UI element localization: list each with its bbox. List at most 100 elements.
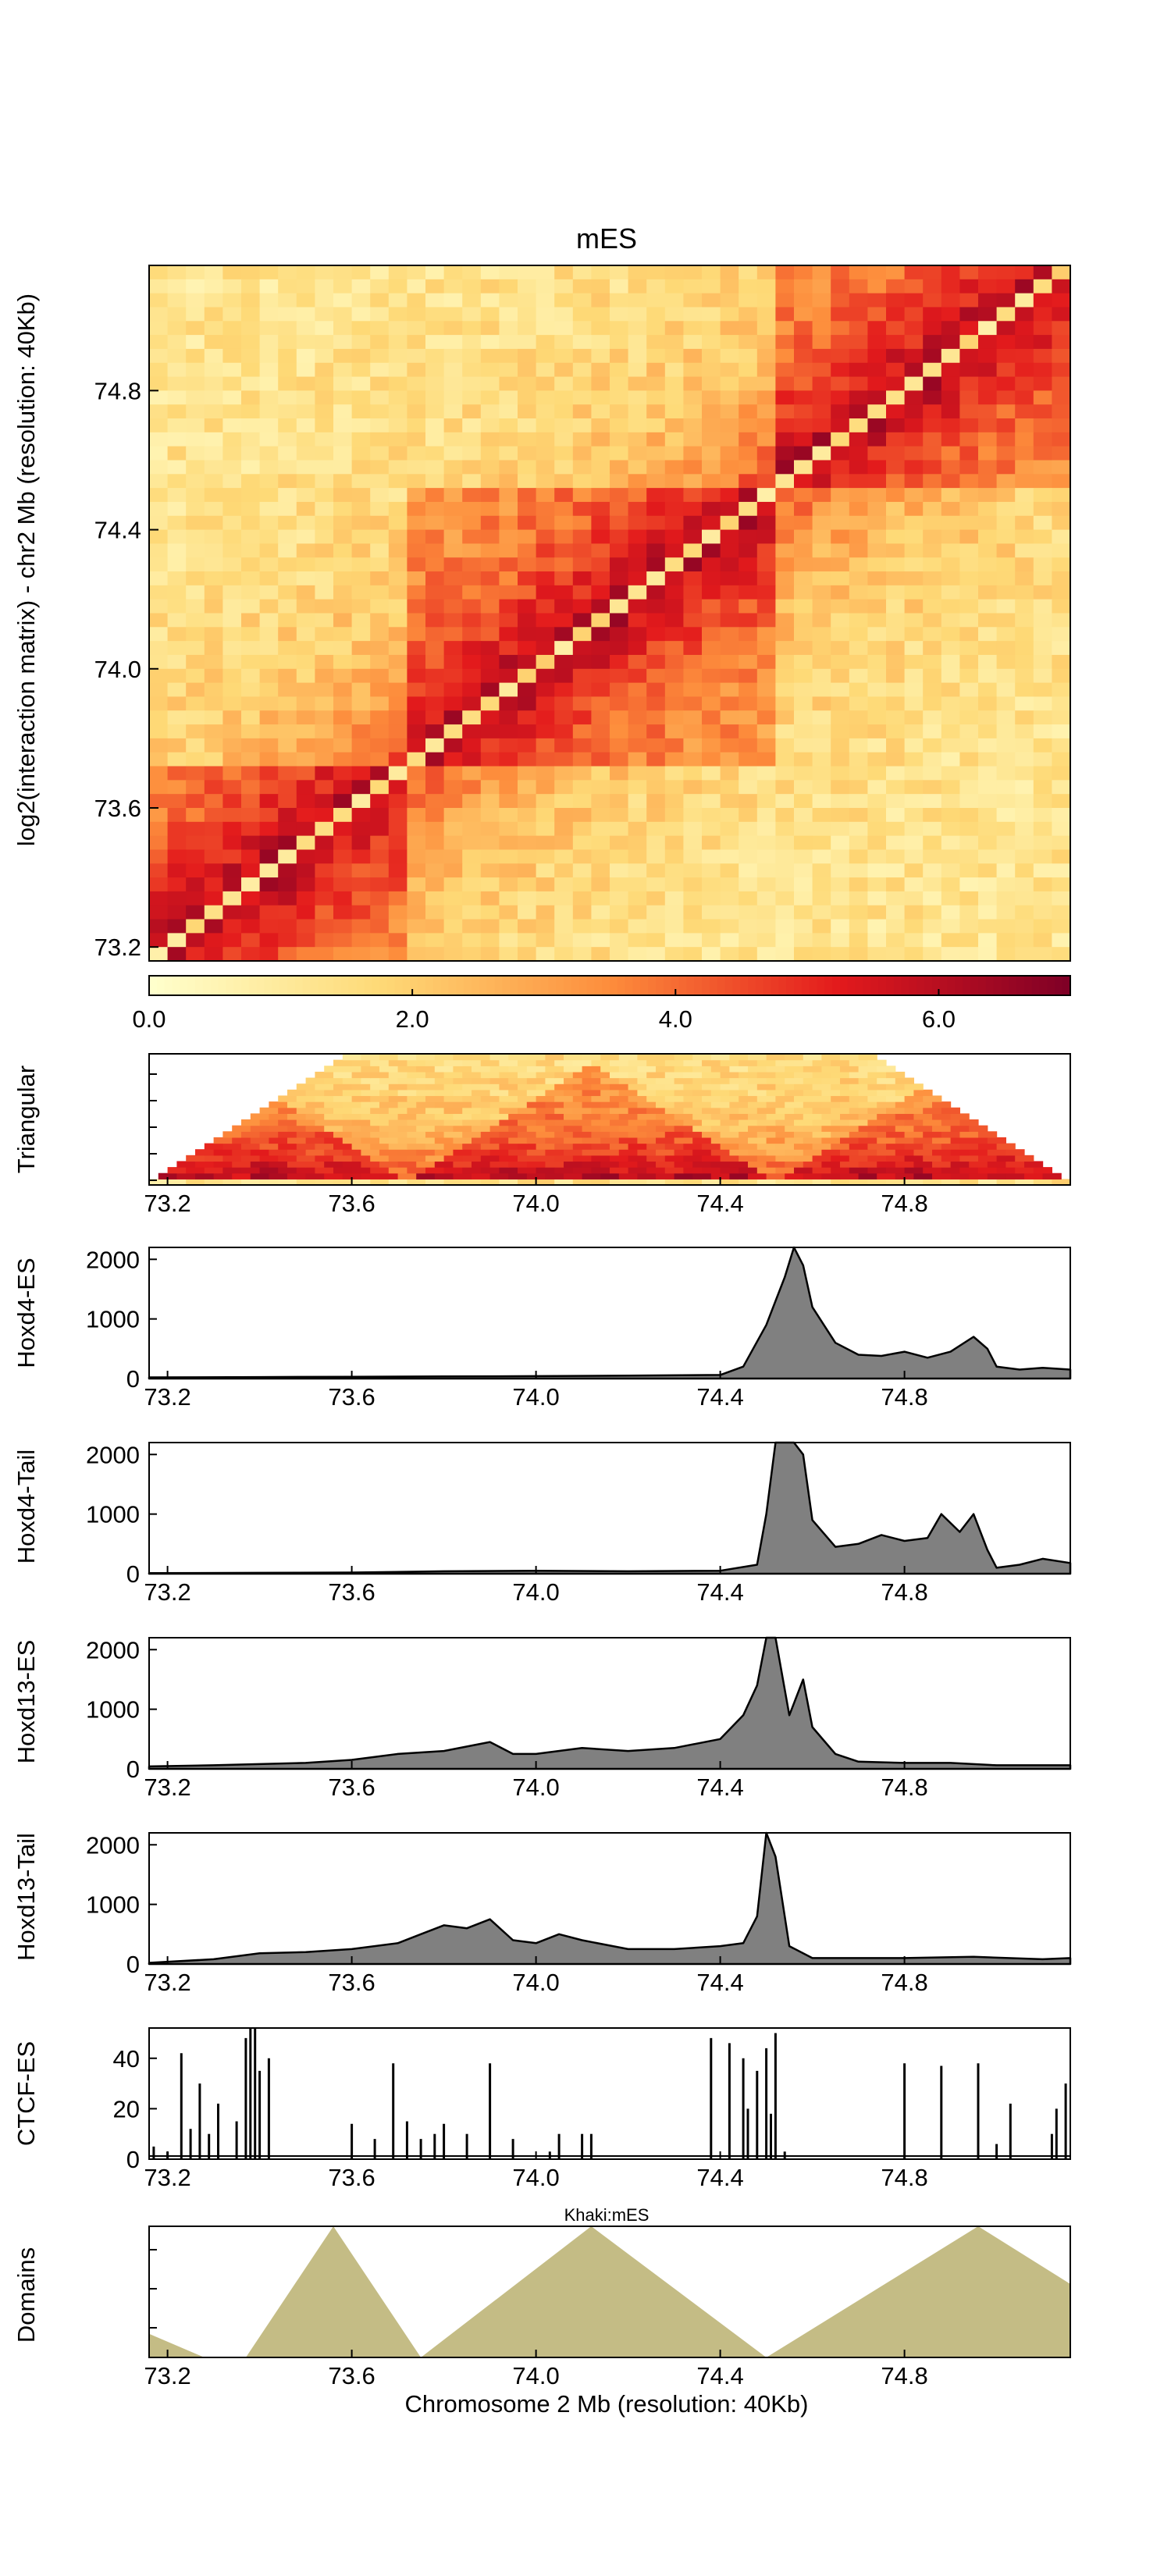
heatmap-cell [480, 362, 500, 378]
triangle-cell [739, 1131, 758, 1138]
heatmap-cell [296, 404, 315, 419]
heatmap-cell [646, 362, 666, 378]
heatmap-cell [388, 307, 408, 322]
heatmap-cell [186, 279, 205, 294]
heatmap-cell [388, 641, 408, 656]
heatmap-cell [370, 321, 390, 336]
heatmap-cell [554, 557, 574, 572]
triangle-cell [978, 1167, 998, 1174]
heatmap-cell [923, 488, 942, 503]
heatmap-cell [996, 947, 1016, 962]
triangle-cell [582, 1066, 601, 1073]
heatmap-cell [351, 446, 371, 461]
heatmap-cell [480, 432, 500, 447]
heatmap-cell [315, 460, 334, 475]
heatmap-cell [462, 724, 482, 739]
colorbar-segment [326, 976, 334, 995]
colorbar-segment [1001, 976, 1009, 995]
heatmap-cell [259, 515, 279, 531]
triangle-cell [572, 1119, 592, 1126]
triangle-cell [628, 1155, 647, 1162]
heatmap-cell [222, 613, 242, 628]
triangle-cell [895, 1172, 914, 1179]
heatmap-cell [683, 529, 703, 544]
heatmap-cell [664, 696, 684, 711]
triangle-cell [167, 1167, 187, 1174]
heatmap-cell [333, 835, 353, 851]
triangle-cell [388, 1119, 408, 1126]
heatmap-cell [664, 780, 684, 795]
heatmap-cell [886, 682, 906, 698]
heatmap-cell [315, 335, 334, 350]
heatmap-cell [518, 404, 537, 419]
heatmap-cell [1052, 488, 1071, 503]
heatmap-cell [186, 362, 205, 378]
heatmap-cell [756, 627, 776, 642]
triangle-cell [867, 1071, 887, 1079]
x-tick-label: 74.0 [512, 1969, 559, 1996]
heatmap-cell [222, 794, 242, 809]
triangle-cell [803, 1113, 822, 1120]
heatmap-cell [812, 919, 831, 934]
heatmap-cell [1052, 515, 1071, 531]
triangle-cell [867, 1119, 887, 1126]
heatmap-cell [702, 543, 721, 558]
colorbar-segment [963, 976, 971, 995]
heatmap-cell [425, 376, 445, 391]
triangle-cell [416, 1077, 436, 1084]
heatmap-cell [646, 724, 666, 739]
heatmap-cell [996, 404, 1016, 419]
heatmap-cell [149, 794, 169, 809]
heatmap-cell [867, 404, 887, 419]
heatmap-cell [167, 613, 187, 628]
heatmap-cell [959, 307, 979, 322]
colorbar-segment [801, 976, 810, 995]
triangle-cell [840, 1054, 860, 1061]
heatmap-cell [259, 307, 279, 322]
colorbar-segment [356, 976, 365, 995]
heatmap-cell [443, 293, 463, 308]
heatmap-cell [204, 390, 223, 405]
heatmap-cell [849, 335, 868, 350]
heatmap-cell [167, 293, 187, 308]
triangle-cell [1042, 1172, 1062, 1179]
heatmap-cell [831, 265, 850, 280]
heatmap-cell [278, 835, 297, 851]
triangle-cell [674, 1113, 693, 1120]
triangle-cell [600, 1089, 620, 1097]
heatmap-cell [996, 668, 1016, 684]
triangle-cell [526, 1054, 546, 1061]
heatmap-cell [978, 794, 998, 809]
triangle-cell [554, 1167, 574, 1174]
heatmap-cell [204, 571, 223, 586]
heatmap-cell [370, 279, 390, 294]
triangle-cell [904, 1155, 924, 1162]
triangle-cell [904, 1107, 924, 1114]
heatmap-cell [370, 515, 390, 531]
heatmap-cell [1015, 571, 1034, 586]
triangle-cell [443, 1059, 463, 1066]
heatmap-cell [536, 321, 555, 336]
heatmap-cell [683, 613, 703, 628]
heatmap-cell [572, 543, 592, 558]
heatmap-cell [443, 821, 463, 837]
heatmap-cell [296, 599, 315, 614]
triangle-cell [877, 1066, 896, 1073]
heatmap-cell [480, 501, 500, 517]
heatmap-cell [775, 599, 795, 614]
heatmap-cell [978, 835, 998, 851]
heatmap-cell [388, 488, 408, 503]
heatmap-cell [794, 947, 813, 962]
triangle-cell [480, 1155, 500, 1162]
triangle-cell [526, 1066, 546, 1073]
heatmap-cell [443, 849, 463, 864]
heatmap-cell [222, 279, 242, 294]
heatmap-cell [296, 766, 315, 781]
heatmap-cell [351, 418, 371, 433]
heatmap-cell [867, 710, 887, 725]
heatmap-cell [1033, 265, 1052, 280]
triangle-cell [333, 1143, 353, 1150]
triangle-cell [241, 1155, 261, 1162]
heatmap-cell [480, 738, 500, 753]
heatmap-cell [831, 668, 850, 684]
